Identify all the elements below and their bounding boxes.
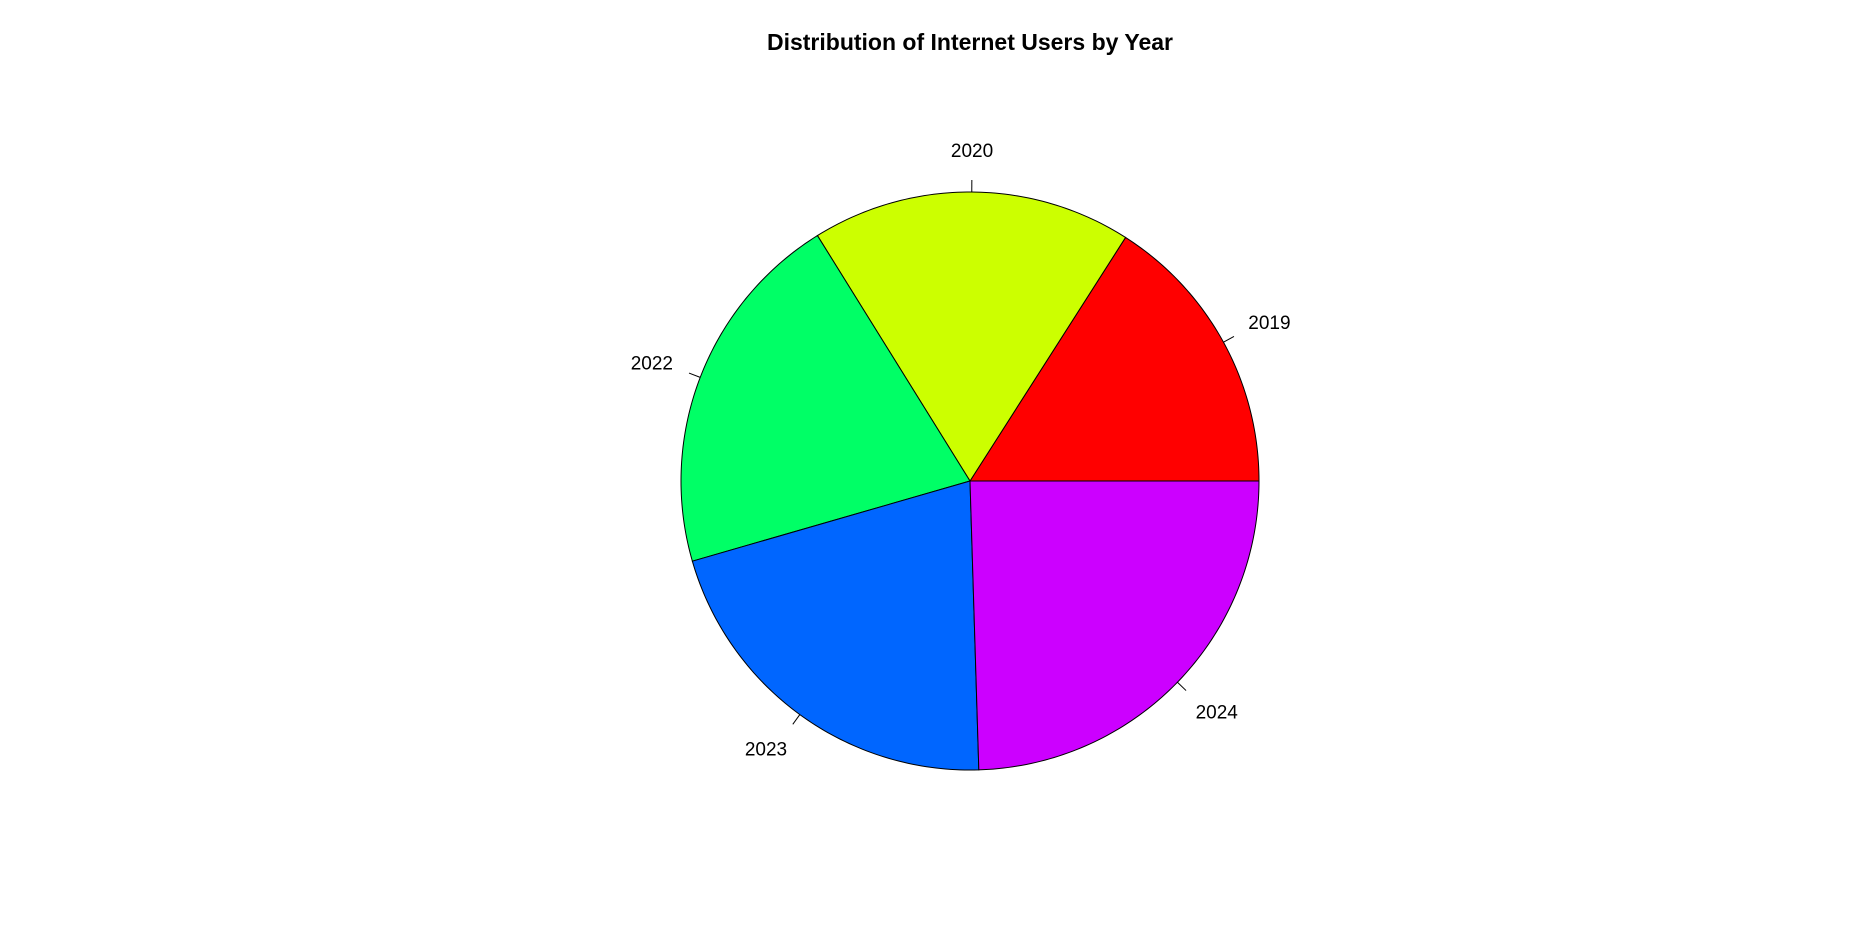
- pie-label-2019: 2019: [1248, 313, 1290, 334]
- pie-tick-2024: [1177, 681, 1187, 691]
- pie-labels: 2019 2020 2022 2023 2024: [631, 141, 1291, 761]
- pie-label-2022: 2022: [631, 353, 673, 374]
- pie-slices: [680, 191, 1260, 771]
- pie-slice-2024: [969, 480, 1260, 771]
- pie-tick-2019: [1223, 335, 1235, 343]
- chart-title: Distribution of Internet Users by Year: [767, 29, 1173, 55]
- pie-label-2024: 2024: [1196, 702, 1239, 723]
- pie-label-2023: 2023: [745, 740, 787, 761]
- pie-tick-2023: [792, 714, 801, 725]
- pie-tick-2022: [688, 372, 701, 378]
- pie-slice-2019: [969, 236, 1260, 482]
- pie-label-2020: 2020: [951, 141, 993, 162]
